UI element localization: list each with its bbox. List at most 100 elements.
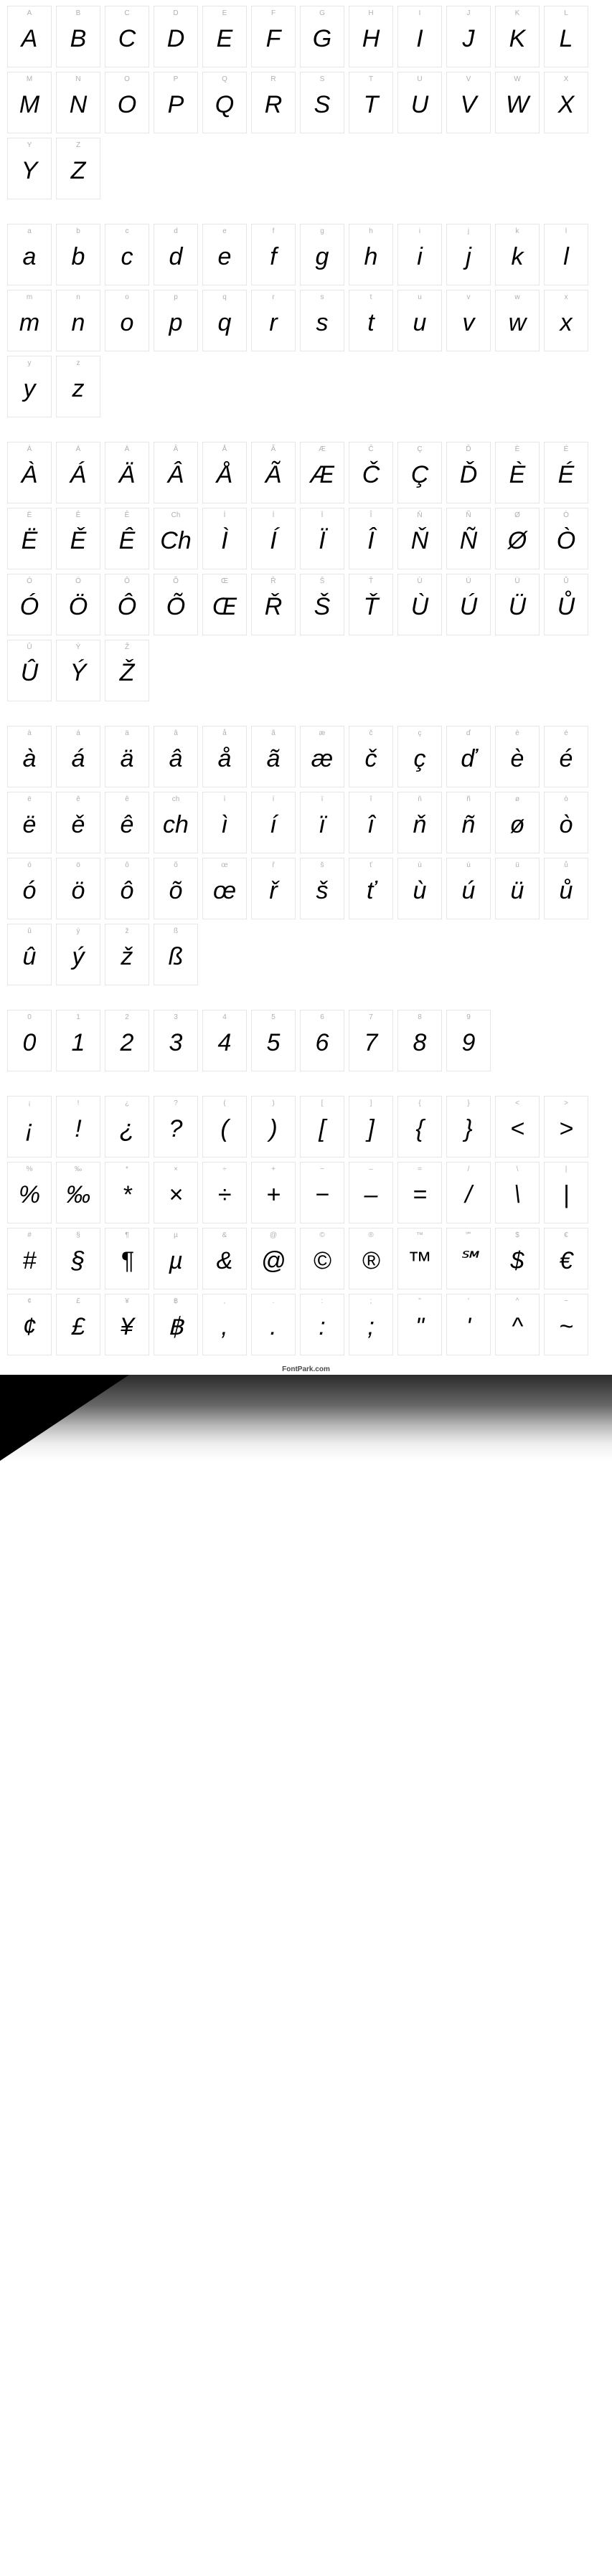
glyph-cell[interactable]: ÖÖ <box>56 574 100 635</box>
glyph-cell[interactable]: ?? <box>154 1096 198 1157</box>
glyph-cell[interactable]: PP <box>154 72 198 133</box>
glyph-cell[interactable]: ÎÎ <box>349 508 393 569</box>
glyph-cell[interactable]: ŽŽ <box>105 640 149 701</box>
glyph-cell[interactable]: ££ <box>56 1294 100 1355</box>
glyph-cell[interactable]: qq <box>202 290 247 351</box>
glyph-cell[interactable]: oo <box>105 290 149 351</box>
glyph-cell[interactable]: kk <box>495 224 540 285</box>
glyph-cell[interactable]: ÓÓ <box>7 574 52 635</box>
glyph-cell[interactable]: DD <box>154 6 198 67</box>
glyph-cell[interactable]: åå <box>202 726 247 787</box>
glyph-cell[interactable]: §§ <box>56 1228 100 1289</box>
glyph-cell[interactable]: XX <box>544 72 588 133</box>
glyph-cell[interactable]: ŘŘ <box>251 574 296 635</box>
glyph-cell[interactable]: ää <box>105 726 149 787</box>
glyph-cell[interactable]: µµ <box>154 1228 198 1289</box>
glyph-cell[interactable]: ℠℠ <box>446 1228 491 1289</box>
glyph-cell[interactable]: ââ <box>154 726 198 787</box>
glyph-cell[interactable]: ww <box>495 290 540 351</box>
glyph-cell[interactable]: –– <box>349 1162 393 1223</box>
glyph-cell[interactable]: JJ <box>446 6 491 67</box>
glyph-cell[interactable]: 99 <box>446 1010 491 1071</box>
glyph-cell[interactable]: UU <box>397 72 442 133</box>
glyph-cell[interactable]: ÂÂ <box>154 442 198 503</box>
glyph-cell[interactable]: ÃÃ <box>251 442 296 503</box>
glyph-cell[interactable]: òò <box>544 792 588 853</box>
glyph-cell[interactable]: !! <box>56 1096 100 1157</box>
glyph-cell[interactable]: OO <box>105 72 149 133</box>
glyph-cell[interactable]: ßß <box>154 924 198 985</box>
glyph-cell[interactable]: nn <box>56 290 100 351</box>
glyph-cell[interactable]: == <box>397 1162 442 1223</box>
glyph-cell[interactable]: ďď <box>446 726 491 787</box>
glyph-cell[interactable]: ÔÔ <box>105 574 149 635</box>
glyph-cell[interactable]: HH <box>349 6 393 67</box>
glyph-cell[interactable]: $$ <box>495 1228 540 1289</box>
glyph-cell[interactable]: 33 <box>154 1010 198 1071</box>
glyph-cell[interactable]: .. <box>251 1294 296 1355</box>
glyph-cell[interactable]: jj <box>446 224 491 285</box>
glyph-cell[interactable]: ÅÅ <box>202 442 247 503</box>
glyph-cell[interactable]: ## <box>7 1228 52 1289</box>
glyph-cell[interactable]: ChCh <box>154 508 198 569</box>
glyph-cell[interactable]: ÜÜ <box>495 574 540 635</box>
glyph-cell[interactable]: ŒŒ <box>202 574 247 635</box>
glyph-cell[interactable]: )) <box>251 1096 296 1157</box>
glyph-cell[interactable]: ¡¡ <box>7 1096 52 1157</box>
glyph-cell[interactable]: (( <box>202 1096 247 1157</box>
glyph-cell[interactable]: ;; <box>349 1294 393 1355</box>
glyph-cell[interactable]: tt <box>349 290 393 351</box>
glyph-cell[interactable]: 00 <box>7 1010 52 1071</box>
glyph-cell[interactable]: cc <box>105 224 149 285</box>
glyph-cell[interactable]: ++ <box>251 1162 296 1223</box>
glyph-cell[interactable]: EE <box>202 6 247 67</box>
glyph-cell[interactable]: AA <box>7 6 52 67</box>
glyph-cell[interactable]: óó <box>7 858 52 919</box>
glyph-cell[interactable]: ]] <box>349 1096 393 1157</box>
glyph-cell[interactable]: ŮŮ <box>544 574 588 635</box>
glyph-cell[interactable]: øø <box>495 792 540 853</box>
glyph-cell[interactable]: bb <box>56 224 100 285</box>
glyph-cell[interactable]: ňň <box>397 792 442 853</box>
glyph-cell[interactable]: řř <box>251 858 296 919</box>
glyph-cell[interactable]: íí <box>251 792 296 853</box>
glyph-cell[interactable]: ~~ <box>544 1294 588 1355</box>
glyph-cell[interactable]: ÄÄ <box>105 442 149 503</box>
glyph-cell[interactable]: ,, <box>202 1294 247 1355</box>
glyph-cell[interactable]: èè <box>495 726 540 787</box>
glyph-cell[interactable]: ûû <box>7 924 52 985</box>
glyph-cell[interactable]: 55 <box>251 1010 296 1071</box>
glyph-cell[interactable]: ůů <box>544 858 588 919</box>
glyph-cell[interactable]: ÕÕ <box>154 574 198 635</box>
glyph-cell[interactable]: ÑÑ <box>446 508 491 569</box>
glyph-cell[interactable]: ËË <box>7 508 52 569</box>
glyph-cell[interactable]: FF <box>251 6 296 67</box>
glyph-cell[interactable]: ŇŇ <box>397 508 442 569</box>
glyph-cell[interactable]: NN <box>56 72 100 133</box>
glyph-cell[interactable]: 77 <box>349 1010 393 1071</box>
glyph-cell[interactable]: pp <box>154 290 198 351</box>
glyph-cell[interactable]: éé <box>544 726 588 787</box>
glyph-cell[interactable]: xx <box>544 290 588 351</box>
glyph-cell[interactable]: << <box>495 1096 540 1157</box>
glyph-cell[interactable]: ÍÍ <box>251 508 296 569</box>
glyph-cell[interactable]: \\ <box>495 1162 540 1223</box>
glyph-cell[interactable]: RR <box>251 72 296 133</box>
glyph-cell[interactable]: gg <box>300 224 344 285</box>
glyph-cell[interactable]: áá <box>56 726 100 787</box>
glyph-cell[interactable]: ÏÏ <box>300 508 344 569</box>
glyph-cell[interactable]: ìì <box>202 792 247 853</box>
glyph-cell[interactable]: ùù <box>397 858 442 919</box>
glyph-cell[interactable]: rr <box>251 290 296 351</box>
glyph-cell[interactable]: ÇÇ <box>397 442 442 503</box>
glyph-cell[interactable]: ØØ <box>495 508 540 569</box>
glyph-cell[interactable]: WW <box>495 72 540 133</box>
glyph-cell[interactable]: chch <box>154 792 198 853</box>
glyph-cell[interactable]: ¿¿ <box>105 1096 149 1157</box>
glyph-cell[interactable]: MM <box>7 72 52 133</box>
glyph-cell[interactable]: TT <box>349 72 393 133</box>
glyph-cell[interactable]: // <box>446 1162 491 1223</box>
glyph-cell[interactable]: ÊÊ <box>105 508 149 569</box>
glyph-cell[interactable]: ôô <box>105 858 149 919</box>
glyph-cell[interactable]: −− <box>300 1162 344 1223</box>
